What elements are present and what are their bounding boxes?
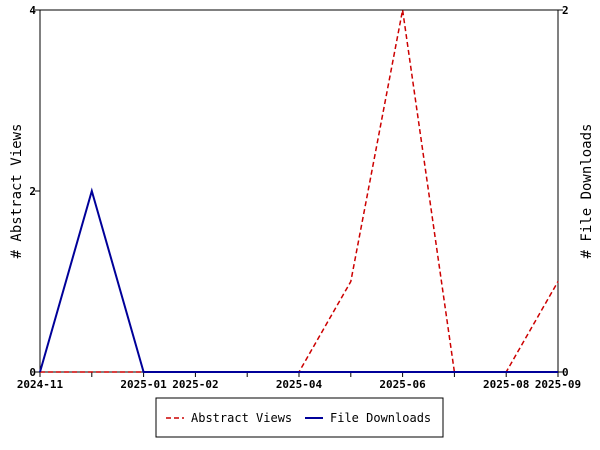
x-tick-label: 2024-11 xyxy=(17,378,64,391)
legend-box xyxy=(155,397,444,438)
legend: Abstract Views File Downloads xyxy=(155,397,444,438)
legend-label-file-downloads: File Downloads xyxy=(330,411,431,425)
plot-frame xyxy=(39,9,559,373)
y-axis-right-title: # File Downloads xyxy=(579,124,595,259)
y-left-tick-label: 0 xyxy=(29,366,36,379)
plot-area: 2024-11 2025-01 2025-02 2025-04 2025-06 2025-… xyxy=(17,4,581,391)
x-tick-label: 2025-01 xyxy=(120,378,167,391)
x-tick-label: 2025-02 xyxy=(172,378,218,391)
y-right-tick-label: 0 xyxy=(562,366,569,379)
series-line-abstract-views xyxy=(40,9,559,373)
x-tick-label: 2025-08 xyxy=(483,378,529,391)
y-left-tick-label: 4 xyxy=(29,4,36,17)
y-axis-left-title: # Abstract Views xyxy=(9,124,25,259)
x-tick-label: 2025-06 xyxy=(379,378,426,391)
y-left-tick-label: 2 xyxy=(29,185,36,198)
legend-label-abstract-views: Abstract Views xyxy=(191,411,292,425)
series-line-file-downloads xyxy=(39,187,558,373)
y-right-tick-label: 2 xyxy=(562,4,569,17)
x-tick-label: 2025-09 xyxy=(535,378,581,391)
x-tick-label: 2025-04 xyxy=(276,378,323,391)
